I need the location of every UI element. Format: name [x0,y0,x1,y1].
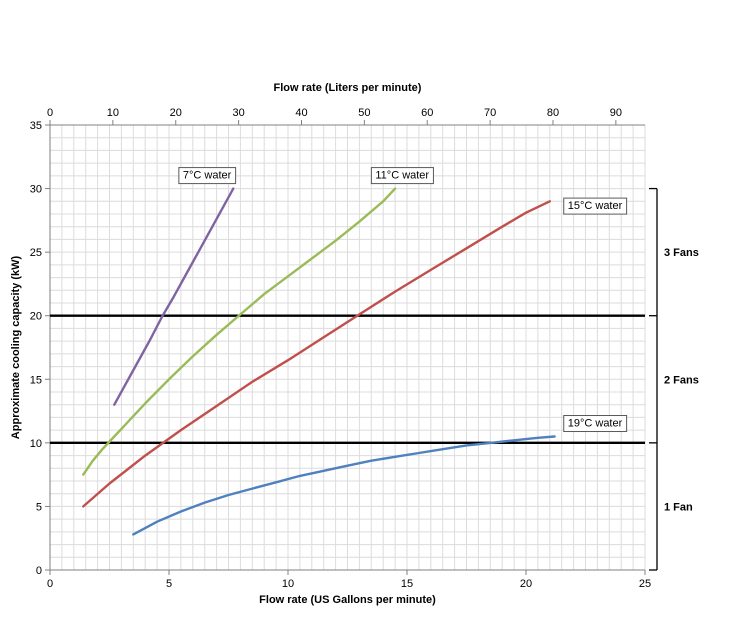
series-label-11c: 11°C water [375,170,429,182]
series-line-11c [82,187,397,476]
top-tick-label: 60 [421,107,433,119]
bottom-x-axis: 0 5 10 15 20 25 [47,570,651,590]
series-line-15c [82,200,551,508]
top-tick-label: 50 [358,107,370,119]
fan-zone-label: 3 Fans [664,247,699,259]
series-label-box-19c [563,415,628,433]
bottom-tick-label: 25 [639,578,651,590]
y-tick-label: 15 [30,374,42,386]
fan-zone-label: 1 Fan [664,501,693,513]
y-axis: 0 5 10 15 20 25 30 35 [30,120,50,577]
bottom-tick-label: 15 [401,578,413,590]
y-tick-label: 5 [36,501,42,513]
top-tick-label: 20 [170,107,182,119]
fan-zone-bracket: 3 Fans 2 Fans 1 Fan [649,187,699,571]
series-line-7c [113,187,235,406]
y-tick-label: 30 [30,184,42,196]
top-tick-label: 90 [610,107,622,119]
bottom-tick-label: 20 [520,578,532,590]
top-tick-label: 10 [107,107,119,119]
series-labels: 7°C water 11°C water 15°C water 19°C water [178,167,628,433]
plot-border [49,124,645,571]
y-tick-label: 25 [30,247,42,259]
bottom-x-axis-title: Flow rate (US Gallons per minute) [259,594,436,606]
fan-zone-label: 2 Fans [664,374,699,386]
y-tick-label: 0 [36,565,42,577]
top-tick-label: 0 [47,107,53,119]
top-tick-label: 80 [547,107,559,119]
series-label-box-11c [370,167,434,185]
gridlines [49,124,646,571]
series-label-7c: 7°C water [183,170,232,182]
y-tick-label: 20 [30,311,42,323]
y-tick-label: 35 [30,120,42,132]
top-x-axis: 0 10 20 30 40 50 60 70 80 90 [47,107,622,125]
series-label-box-7c [178,167,237,185]
series-lines [82,187,556,536]
bottom-tick-label: 5 [166,578,172,590]
fan-threshold-lines [50,314,645,445]
bottom-tick-label: 0 [47,578,53,590]
series-label-box-15c [563,197,628,215]
top-tick-label: 30 [232,107,244,119]
series-label-15c: 15°C water [568,200,623,212]
top-x-axis-title: Flow rate (Liters per minute) [273,82,422,94]
top-tick-label: 40 [295,107,307,119]
y-tick-label: 10 [30,438,42,450]
bottom-tick-label: 10 [282,578,294,590]
series-label-19c: 19°C water [568,418,623,430]
series-line-19c [132,435,556,536]
top-tick-label: 70 [484,107,496,119]
